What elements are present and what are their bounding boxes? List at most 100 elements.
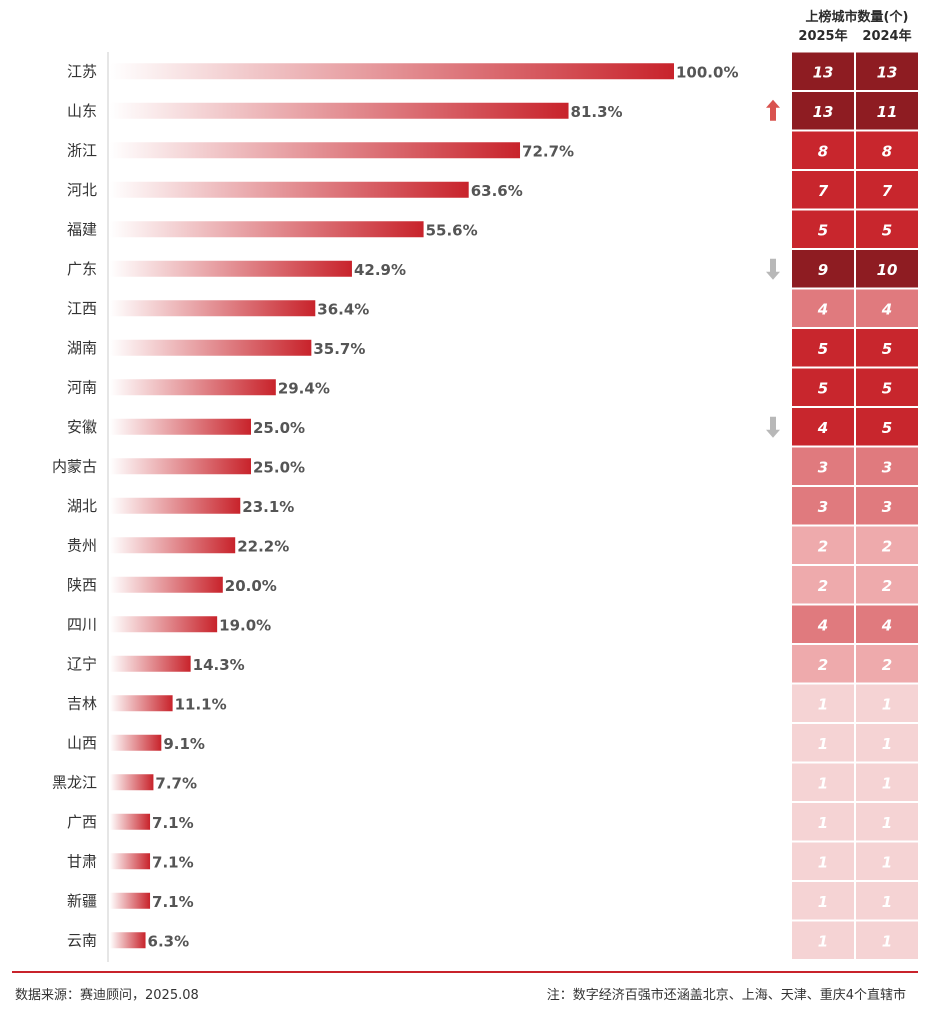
cell-2025 (792, 131, 854, 169)
column-header-2024: 2024年 (862, 29, 912, 44)
cell-2024 (856, 250, 918, 288)
cell-2024 (856, 882, 918, 920)
cell-2024-value: 1 (882, 893, 892, 911)
value-label: 14.3% (193, 656, 245, 674)
cell-2025-value: 1 (818, 695, 828, 713)
cell-2025-value: 9 (818, 261, 828, 279)
value-label: 72.7% (522, 142, 574, 160)
bar-row: 江西 36.4% 4 4 (67, 289, 918, 327)
cell-2025 (792, 368, 854, 406)
value-label: 81.3% (571, 103, 623, 121)
category-label: 云南 (67, 931, 97, 949)
category-label: 山西 (67, 734, 97, 752)
category-label: 河南 (67, 378, 97, 396)
cell-2025-value: 5 (818, 221, 828, 239)
value-label: 55.6% (426, 221, 478, 239)
cell-2024 (856, 842, 918, 880)
cell-2024-value: 4 (881, 300, 892, 318)
cell-2025-value: 13 (813, 103, 834, 121)
cell-2024-value: 11 (877, 103, 898, 121)
value-label: 100.0% (676, 63, 738, 81)
bar-row: 广西 7.1% 1 1 (67, 803, 918, 841)
category-label: 福建 (67, 220, 97, 238)
footer-divider (12, 971, 918, 973)
cell-2025 (792, 763, 854, 801)
cell-2024 (856, 724, 918, 762)
value-label: 7.1% (152, 814, 194, 832)
bar-row: 吉林 11.1% 1 1 (67, 684, 918, 722)
cell-2025-value: 13 (813, 63, 834, 81)
cell-2024-value: 1 (882, 932, 892, 950)
cell-2025-value: 8 (818, 142, 828, 160)
bar-row: 湖北 23.1% 3 3 (67, 487, 918, 525)
bar-row: 福建 55.6% 5 5 (67, 210, 918, 248)
cell-2025 (792, 92, 854, 130)
cell-2025 (792, 566, 854, 604)
category-label: 甘肃 (67, 852, 97, 870)
category-label: 内蒙古 (52, 457, 97, 475)
bar-row: 江苏 100.0% 13 13 (67, 52, 918, 90)
cell-2025 (792, 882, 854, 920)
value-label: 9.1% (163, 735, 205, 753)
category-label: 湖南 (67, 339, 97, 357)
category-label: 陕西 (67, 576, 97, 594)
bar-row: 河南 29.4% 5 5 (67, 368, 918, 406)
cell-2024 (856, 210, 918, 248)
category-label: 四川 (67, 615, 97, 633)
cell-2025-value: 1 (818, 774, 828, 792)
category-label: 山东 (67, 102, 97, 120)
bar-row: 湖南 35.7% 5 5 (67, 329, 918, 367)
cell-2024 (856, 52, 918, 90)
up-arrow-icon (766, 99, 780, 121)
value-label: 29.4% (278, 379, 330, 397)
bar-row: 四川 19.0% 4 4 (67, 605, 918, 643)
category-label: 贵州 (67, 536, 97, 554)
cell-2025-value: 1 (818, 853, 828, 871)
bar-row: 陕西 20.0% 2 2 (67, 566, 918, 604)
cell-2024 (856, 447, 918, 485)
category-label: 广西 (67, 813, 97, 831)
cell-2025 (792, 289, 854, 327)
cell-2024-value: 1 (882, 695, 892, 713)
bar (110, 537, 236, 554)
bar-row: 河北 63.6% 7 7 (67, 171, 918, 209)
cell-2024 (856, 684, 918, 722)
cell-2024 (856, 763, 918, 801)
value-label: 7.1% (152, 853, 194, 871)
cell-2024-value: 5 (882, 379, 892, 397)
cell-2024 (856, 368, 918, 406)
category-label: 黑龙江 (52, 773, 97, 791)
cell-2024-value: 1 (882, 853, 892, 871)
cell-2025 (792, 329, 854, 367)
value-label: 7.7% (155, 774, 197, 792)
cell-2025 (792, 210, 854, 248)
category-label: 江苏 (67, 62, 97, 80)
cell-2024-value: 4 (881, 616, 892, 634)
cell-2024-value: 2 (882, 656, 892, 674)
cell-2024 (856, 131, 918, 169)
cell-2025-value: 4 (817, 419, 828, 437)
cell-2025-value: 2 (818, 656, 828, 674)
cell-2024 (856, 921, 918, 959)
cell-2024 (856, 92, 918, 130)
cell-2025-value: 5 (818, 340, 828, 358)
value-label: 20.0% (225, 577, 277, 595)
bar-row: 内蒙古 25.0% 3 3 (52, 447, 918, 485)
down-arrow-icon (766, 258, 780, 280)
bar-row: 云南 6.3% 1 1 (67, 921, 918, 959)
cell-2024 (856, 803, 918, 841)
bar (110, 379, 276, 396)
cell-2025 (792, 842, 854, 880)
bar (110, 853, 151, 870)
value-label: 63.6% (471, 182, 523, 200)
cell-2024-value: 2 (882, 577, 892, 595)
cell-2025 (792, 487, 854, 525)
cell-2025 (792, 171, 854, 209)
value-label: 6.3% (148, 932, 190, 950)
cell-2025 (792, 803, 854, 841)
cell-2025-value: 1 (818, 814, 828, 832)
bar-row: 山西 9.1% 1 1 (67, 724, 918, 762)
category-label: 吉林 (67, 694, 97, 712)
value-label: 25.0% (253, 458, 305, 476)
